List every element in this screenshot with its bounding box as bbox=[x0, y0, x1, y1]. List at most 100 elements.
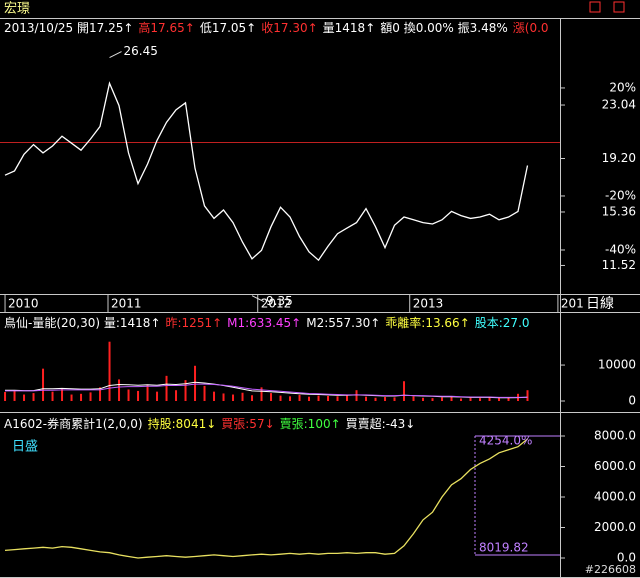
volume-bar bbox=[450, 396, 453, 401]
volume-bar bbox=[156, 391, 159, 401]
measure-label: 8019.82 bbox=[479, 541, 529, 555]
y2-tick-label: -20% bbox=[605, 188, 636, 202]
y2-tick-label: 20% bbox=[609, 80, 636, 94]
volume-bar bbox=[51, 391, 54, 401]
header-item: 買張:57↓ bbox=[221, 417, 274, 431]
annotation-label: 26.45 bbox=[124, 44, 158, 58]
volume-bar bbox=[70, 394, 73, 401]
volume-bar bbox=[346, 395, 349, 401]
volume-bar bbox=[374, 397, 377, 401]
y-tick-label: 0 bbox=[628, 394, 636, 408]
icon[interactable] bbox=[589, 1, 601, 13]
x-tick-label: 201 bbox=[561, 297, 584, 311]
volume-bar bbox=[194, 365, 197, 401]
volume-bar bbox=[213, 391, 216, 401]
header-item: 低17.05↑ bbox=[200, 21, 256, 35]
volume-bar bbox=[260, 387, 263, 401]
volume-bar bbox=[203, 385, 206, 401]
annotation-leader bbox=[251, 295, 265, 303]
volume-bar bbox=[403, 381, 406, 401]
volume-bar bbox=[412, 396, 415, 401]
volume-bar bbox=[289, 396, 292, 401]
window-icons bbox=[589, 1, 625, 13]
volume-bar bbox=[13, 390, 16, 401]
volume-bar bbox=[32, 393, 35, 401]
frame bbox=[0, 18, 640, 578]
volume-bar bbox=[317, 395, 320, 401]
volume-bar bbox=[251, 395, 254, 401]
y-tick-label: 10000 bbox=[598, 358, 636, 372]
header-item: 量1418↑ bbox=[323, 21, 376, 35]
volume-bar bbox=[336, 396, 339, 401]
period-label[interactable]: 日線 bbox=[586, 296, 614, 312]
header-item: M2:557.30↑ bbox=[306, 316, 380, 330]
volume-bar bbox=[270, 393, 273, 401]
volume-bar bbox=[384, 397, 387, 401]
volume-bar bbox=[137, 390, 140, 401]
volume-bar bbox=[526, 390, 529, 401]
watermark: #226608 bbox=[585, 563, 636, 576]
volume-bar bbox=[80, 393, 83, 401]
header-item: 鳥仙-量能(20,30) 量:1418↑ bbox=[4, 315, 161, 330]
volume-bar bbox=[241, 392, 244, 401]
header-item: 收17.30↑ bbox=[261, 21, 317, 35]
panel-header: 2013/10/25 開17.25↑ 高17.65↑ 低17.05↑ 收17.30↑ 量… bbox=[4, 20, 549, 35]
y-tick-label: 15.36 bbox=[602, 204, 636, 218]
header-item: M1:633.45↑ bbox=[227, 316, 301, 330]
volume-bar bbox=[4, 392, 7, 401]
volume-bar bbox=[165, 375, 168, 401]
stock-title: 宏璟 bbox=[4, 2, 30, 17]
header-item: 乖離率:13.66↑ bbox=[385, 315, 469, 330]
icon[interactable] bbox=[613, 1, 625, 13]
volume-bar bbox=[222, 393, 225, 401]
x-tick-label: 2013 bbox=[413, 297, 444, 311]
volume-bar bbox=[99, 387, 102, 401]
x-tick-label: 2010 bbox=[8, 297, 39, 311]
volume-bar bbox=[89, 392, 92, 401]
volume-bar bbox=[422, 397, 425, 401]
x-tick-label: 2011 bbox=[111, 297, 142, 311]
volume-bar bbox=[298, 394, 301, 401]
header-item: 2013/10/25 開17.25↑ bbox=[4, 21, 133, 35]
header-item: 賣張:100↑ bbox=[280, 416, 341, 431]
volume-bar bbox=[108, 341, 111, 401]
y-tick-label: 0.0 bbox=[617, 550, 636, 564]
y-tick-label: 2000.0 bbox=[594, 520, 636, 534]
y-tick-label: 23.04 bbox=[602, 98, 636, 112]
x-tick-label: 2012 bbox=[261, 297, 292, 311]
volume-bar bbox=[355, 390, 358, 401]
header-item: 額0 換0.00% 振3.48% bbox=[380, 21, 508, 35]
volume-bar bbox=[431, 398, 434, 401]
header-item: 持股:8041↓ bbox=[148, 416, 217, 431]
price-line bbox=[4, 438, 528, 559]
volume-bar bbox=[393, 397, 396, 401]
price-line bbox=[4, 81, 529, 262]
volume-bar bbox=[127, 389, 130, 401]
volume-bar bbox=[469, 397, 472, 401]
broker-label: 日盛 bbox=[12, 440, 38, 455]
volume-bar bbox=[118, 379, 121, 401]
volume-bar bbox=[441, 397, 444, 401]
volume-bar bbox=[232, 394, 235, 401]
panel-header: A1602-券商累計1(2,0,0) 持股:8041↓ 買張:57↓ 賣張:100↑ 買… bbox=[4, 416, 415, 431]
annotation-leader bbox=[109, 51, 122, 58]
volume-bar bbox=[279, 395, 282, 401]
panel-header: 鳥仙-量能(20,30) 量:1418↑ 昨:1251↑ M1:633.45↑ M2:… bbox=[4, 315, 530, 330]
volume-bar bbox=[479, 398, 482, 401]
header-item: 高17.65↑ bbox=[138, 20, 194, 35]
y-tick-label: 19.20 bbox=[602, 151, 636, 165]
volume-bar bbox=[507, 397, 510, 401]
header-item: 昨:1251↑ bbox=[166, 316, 223, 330]
measure-label: 4254.0% bbox=[479, 434, 532, 448]
volume-bar bbox=[327, 395, 330, 401]
volume-bar bbox=[61, 388, 64, 401]
header-item: 買賣超:-43↓ bbox=[346, 416, 416, 431]
volume-bar bbox=[184, 380, 187, 401]
y-tick-label: 8000.0 bbox=[594, 428, 636, 442]
y-tick-label: 4000.0 bbox=[594, 489, 636, 503]
header-item: A1602-券商累計1(2,0,0) bbox=[4, 416, 143, 431]
volume-bar bbox=[498, 398, 501, 401]
y-tick-label: 6000.0 bbox=[594, 459, 636, 473]
volume-bar bbox=[460, 398, 463, 401]
volume-bar bbox=[23, 394, 26, 401]
